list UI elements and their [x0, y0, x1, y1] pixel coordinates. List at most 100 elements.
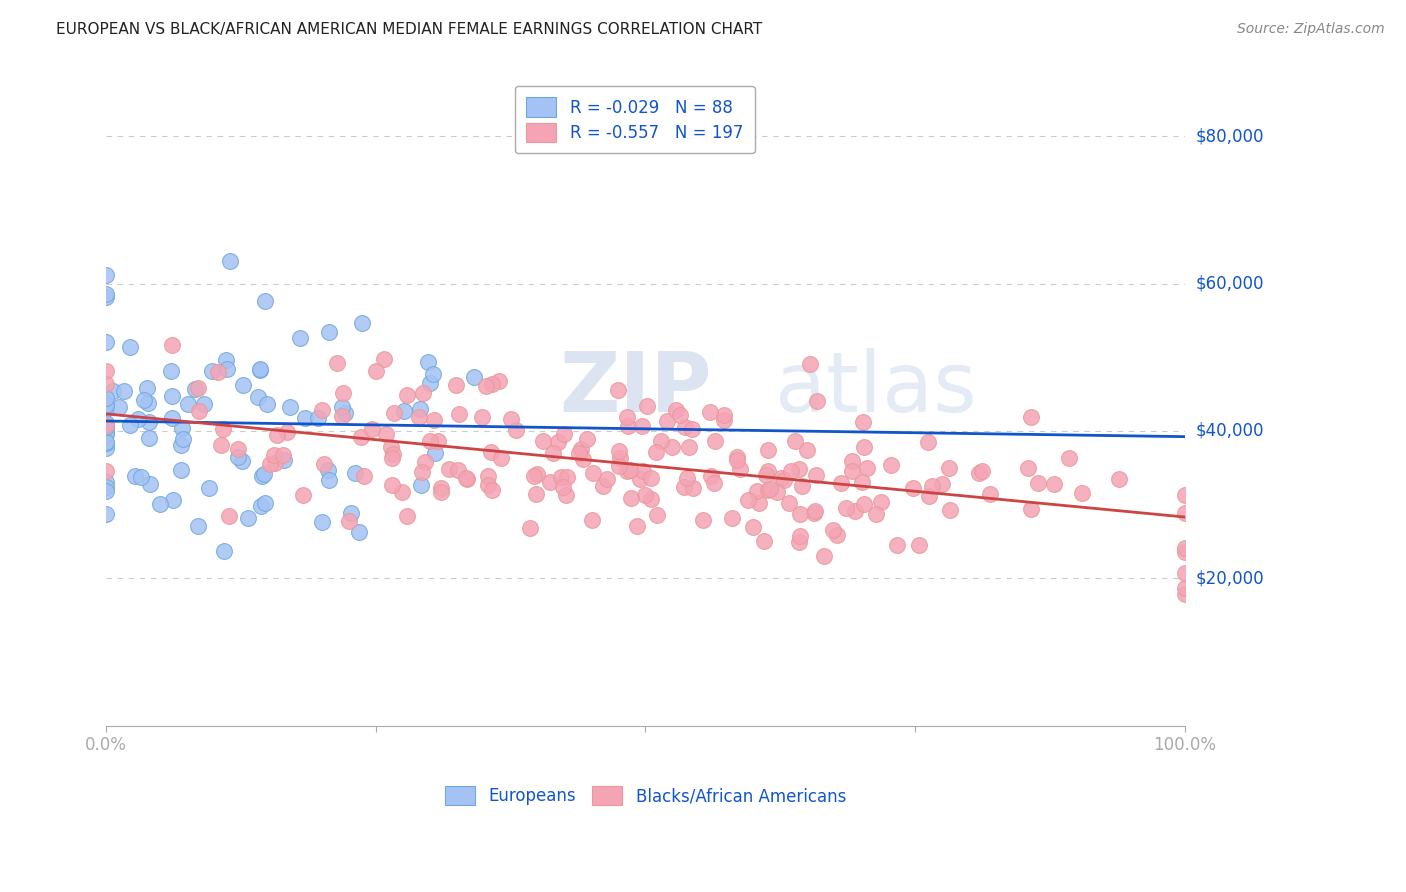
Point	[96, 290, 118, 304]
Point	[256, 397, 278, 411]
Point	[804, 503, 827, 517]
Point	[538, 475, 561, 489]
Point	[616, 409, 638, 424]
Point	[672, 480, 695, 494]
Point	[917, 434, 939, 449]
Point	[678, 440, 700, 454]
Point	[626, 519, 648, 533]
Point	[132, 392, 155, 407]
Text: $60,000: $60,000	[1197, 275, 1264, 293]
Point	[851, 475, 873, 489]
Point	[96, 364, 118, 378]
Point	[439, 462, 461, 476]
Point	[661, 440, 683, 454]
Point	[419, 376, 441, 390]
Point	[247, 391, 270, 405]
Point	[96, 484, 118, 499]
Point	[381, 477, 404, 491]
Point	[655, 414, 678, 428]
Point	[1174, 581, 1197, 595]
Point	[415, 455, 437, 469]
Point	[554, 488, 576, 502]
Point	[364, 364, 387, 378]
Point	[979, 487, 1001, 501]
Point	[1057, 451, 1080, 466]
Point	[620, 491, 643, 505]
Point	[96, 416, 118, 430]
Point	[201, 364, 224, 378]
Point	[628, 472, 651, 486]
Point	[96, 475, 118, 489]
Point	[616, 464, 638, 478]
Legend: Europeans, Blacks/African Americans: Europeans, Blacks/African Americans	[439, 780, 853, 812]
Text: $20,000: $20,000	[1197, 569, 1264, 587]
Point	[454, 471, 477, 485]
Point	[294, 411, 316, 425]
Point	[332, 385, 354, 400]
Point	[526, 467, 548, 481]
Point	[1174, 544, 1197, 558]
Point	[939, 503, 962, 517]
Point	[568, 446, 591, 460]
Point	[569, 442, 592, 457]
Point	[634, 488, 657, 502]
Point	[422, 368, 444, 382]
Point	[263, 456, 285, 470]
Point	[183, 382, 205, 396]
Point	[456, 472, 478, 486]
Point	[381, 450, 404, 465]
Point	[607, 383, 630, 397]
Point	[531, 434, 554, 448]
Point	[1026, 476, 1049, 491]
Point	[444, 378, 467, 392]
Point	[347, 525, 370, 540]
Point	[477, 469, 499, 483]
Point	[408, 402, 430, 417]
Point	[1174, 541, 1197, 555]
Point	[253, 467, 276, 482]
Point	[249, 362, 271, 376]
Point	[162, 493, 184, 508]
Point	[231, 454, 253, 468]
Point	[555, 470, 578, 484]
Point	[779, 465, 801, 479]
Point	[541, 446, 564, 460]
Point	[160, 338, 183, 352]
Point	[576, 432, 599, 446]
Point	[616, 418, 638, 433]
Point	[700, 468, 723, 483]
Point	[835, 500, 858, 515]
Point	[252, 469, 274, 483]
Point	[215, 362, 238, 376]
Point	[253, 293, 276, 308]
Point	[96, 480, 118, 494]
Point	[212, 544, 235, 558]
Point	[311, 403, 333, 417]
Point	[752, 534, 775, 549]
Point	[170, 438, 193, 452]
Point	[316, 463, 339, 477]
Point	[340, 506, 363, 520]
Point	[501, 411, 523, 425]
Point	[1174, 566, 1197, 581]
Point	[633, 464, 655, 478]
Point	[668, 408, 690, 422]
Point	[803, 506, 825, 520]
Point	[742, 520, 765, 534]
Point	[582, 466, 605, 480]
Point	[756, 483, 779, 497]
Point	[101, 384, 124, 398]
Point	[471, 410, 494, 425]
Point	[96, 464, 118, 478]
Point	[384, 406, 406, 420]
Point	[1070, 485, 1092, 500]
Point	[886, 538, 908, 552]
Point	[865, 507, 887, 521]
Point	[212, 422, 235, 436]
Point	[447, 407, 470, 421]
Point	[263, 449, 285, 463]
Point	[799, 357, 821, 371]
Point	[773, 473, 796, 487]
Point	[259, 457, 281, 471]
Text: ZIP: ZIP	[560, 348, 711, 429]
